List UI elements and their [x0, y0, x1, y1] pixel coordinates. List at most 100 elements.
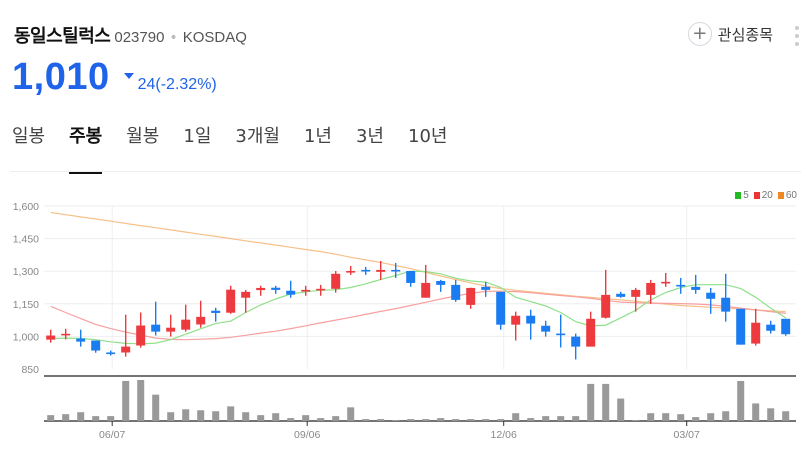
volume-bar: [182, 409, 190, 421]
tab-weekly[interactable]: 주봉: [69, 122, 103, 174]
tab-daily[interactable]: 일봉: [12, 126, 46, 147]
candle-body: [406, 270, 416, 283]
candle-body: [766, 324, 776, 331]
candle-body: [121, 346, 131, 353]
volume-bar: [92, 416, 100, 421]
volume-bar: [767, 408, 775, 421]
candle-body: [586, 318, 596, 347]
candle-body: [241, 291, 251, 298]
candle-body: [721, 297, 731, 312]
volume-bar: [272, 413, 280, 421]
candle-body: [481, 286, 491, 290]
candle-body: [331, 273, 341, 289]
stock-header: 동일스틸럭스 023790 • KOSDAQ: [14, 22, 247, 48]
tab-3year[interactable]: 3년: [355, 126, 384, 147]
volume-bar: [437, 418, 445, 421]
volume-bar: [122, 380, 130, 421]
x-tick-label: 06/07: [99, 429, 125, 441]
candle-body: [466, 287, 476, 305]
volume-bar: [497, 419, 505, 421]
candle-body: [436, 280, 446, 285]
candle-body: [136, 325, 146, 346]
candle-body: [286, 290, 296, 295]
volume-bar: [722, 411, 730, 421]
price-row: 1,010 24(-2.32%): [12, 56, 217, 99]
x-tick-label: 09/06: [294, 429, 320, 441]
more-options-button[interactable]: [795, 26, 801, 46]
y-tick-label: 1,450: [13, 234, 39, 246]
candle-body: [646, 282, 656, 295]
tab-1year[interactable]: 1년: [303, 126, 332, 147]
stock-code: 023790: [114, 29, 165, 46]
volume-bar: [512, 413, 520, 421]
legend-label: 20: [761, 190, 773, 201]
plus-circle-icon: +: [687, 22, 712, 46]
candle-body: [196, 316, 206, 325]
x-tick-label: 12/06: [491, 429, 517, 441]
volume-bar: [542, 416, 550, 421]
candle-body: [421, 282, 431, 298]
candle-body: [181, 319, 191, 330]
y-tick-label: 1,000: [13, 331, 39, 343]
dot-icon: [795, 34, 799, 38]
candle-body: [256, 287, 266, 291]
y-tick-label: 1,300: [13, 266, 39, 278]
candle-body: [451, 284, 461, 300]
volume-bar: [602, 383, 610, 421]
volume-bar: [647, 413, 655, 421]
candle-body: [46, 335, 56, 340]
y-tick-label: 850: [21, 364, 39, 376]
volume-bar: [677, 414, 685, 421]
candle-body: [151, 324, 161, 332]
candle-body: [616, 293, 626, 297]
current-price: 1,010: [12, 56, 110, 98]
volume-bar: [587, 383, 595, 421]
add-watchlist-button[interactable]: + 관심종목: [687, 22, 773, 46]
legend-swatch-orange: [777, 192, 784, 199]
volume-bar: [617, 398, 625, 421]
candle-body: [391, 269, 401, 272]
legend-ma5: 5: [735, 190, 749, 201]
volume-bar: [242, 412, 250, 421]
tab-10year[interactable]: 10년: [408, 126, 448, 147]
tab-3month[interactable]: 3개월: [235, 126, 280, 147]
candle-body: [751, 322, 761, 344]
candle-body: [631, 289, 641, 297]
volume-bar: [152, 394, 160, 421]
volume-bar: [782, 411, 790, 421]
volume-bar: [752, 403, 760, 421]
volume-bar: [317, 418, 325, 421]
candle-body: [661, 281, 671, 284]
volume-bar: [467, 419, 475, 421]
volume-bar: [197, 410, 205, 421]
candle-body: [166, 327, 176, 332]
y-tick-label: 1,150: [13, 299, 39, 311]
vertical-dots-icon: [795, 26, 799, 30]
legend-label: 60: [785, 190, 797, 201]
candle-body: [301, 289, 311, 292]
volume-bar: [377, 419, 385, 421]
tab-1day[interactable]: 1일: [183, 126, 212, 147]
candle-body: [376, 269, 386, 272]
candle-body: [346, 270, 356, 273]
candle-body: [511, 315, 521, 325]
candle-body: [706, 292, 716, 299]
y-tick-label: 1,600: [13, 201, 39, 213]
price-change: 24(-2.32%): [137, 76, 217, 93]
period-tabs: 일봉 주봉 월봉 1일 3개월 1년 3년 10년: [12, 122, 471, 174]
candle-body: [556, 333, 566, 336]
volume-bar: [572, 416, 580, 421]
candle-body: [526, 315, 536, 324]
separator-dot: •: [169, 30, 178, 46]
tab-monthly[interactable]: 월봉: [126, 126, 160, 147]
ma-legend: 5 20 60: [730, 190, 797, 201]
candle-body: [226, 289, 236, 313]
volume-bar: [707, 413, 715, 421]
candle-body: [496, 291, 506, 325]
legend-ma60: 60: [777, 190, 797, 201]
volume-bar: [527, 418, 535, 421]
volume-bar: [107, 416, 115, 421]
volume-bar: [692, 417, 700, 421]
volume-bar: [212, 411, 220, 421]
